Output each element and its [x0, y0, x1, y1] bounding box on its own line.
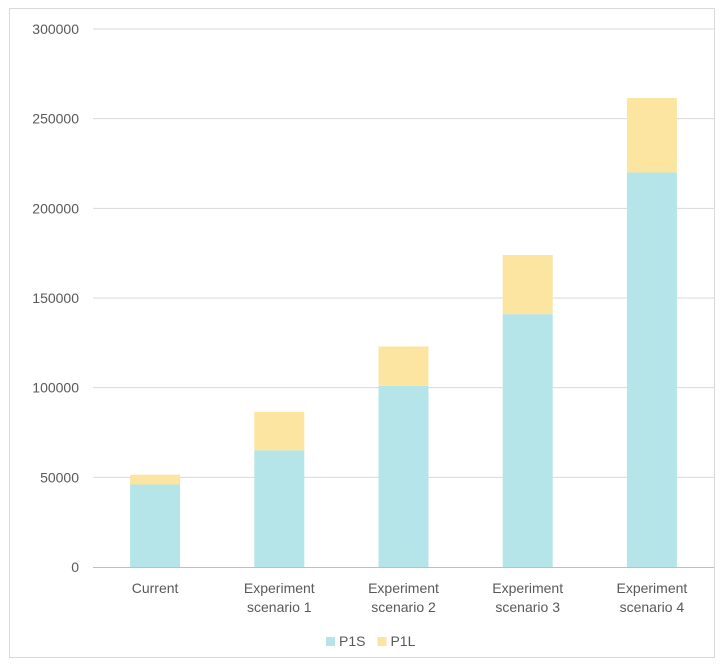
- x-tick-label: scenario 4: [620, 599, 685, 615]
- x-axis-tick-labels: Current Experiment scenario 1 Experiment sce…: [132, 580, 688, 615]
- x-tick-label: Experiment: [616, 580, 687, 596]
- legend: P1S P1L: [326, 633, 416, 649]
- legend-swatch-p1l: [377, 637, 387, 646]
- y-tick-label: 300000: [32, 21, 79, 37]
- bar-p1s: [502, 314, 553, 567]
- y-tick-label: 0: [71, 559, 79, 575]
- y-tick-label: 50000: [40, 469, 79, 485]
- bar-p1s: [130, 484, 181, 567]
- gridlines: [93, 28, 714, 478]
- bar-p1l: [626, 98, 677, 173]
- bar-p1s: [254, 450, 305, 567]
- x-tick-label: scenario 2: [371, 599, 436, 615]
- x-tick-label: Experiment: [368, 580, 439, 596]
- x-tick-label: Experiment: [244, 580, 315, 596]
- bar-p1s: [626, 172, 677, 567]
- x-tick-label: Experiment: [492, 580, 563, 596]
- bar-p1l: [254, 411, 305, 451]
- y-axis-tick-labels: 0 50000 100000 150000 200000 250000 300000: [32, 21, 79, 575]
- bar-p1s: [378, 385, 429, 567]
- y-tick-label: 250000: [32, 111, 79, 127]
- y-tick-label: 100000: [32, 380, 79, 396]
- bars: [130, 98, 677, 567]
- legend-swatch-p1s: [326, 637, 335, 646]
- legend-label-p1l: P1L: [390, 633, 415, 649]
- x-tick-label: scenario 3: [495, 599, 560, 615]
- chart-frame: [9, 8, 715, 658]
- y-tick-label: 150000: [32, 290, 79, 306]
- bar-p1l: [378, 346, 429, 386]
- y-tick-label: 200000: [32, 200, 79, 216]
- legend-label-p1s: P1S: [339, 633, 365, 649]
- x-tick-label: scenario 1: [247, 599, 312, 615]
- bar-p1l: [502, 254, 553, 315]
- bar-p1l: [130, 474, 181, 485]
- x-tick-label: Current: [132, 580, 179, 596]
